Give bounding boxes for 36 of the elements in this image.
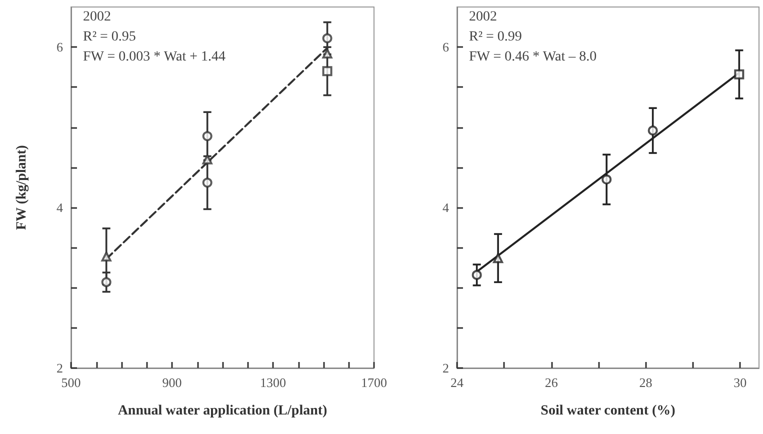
point bbox=[101, 277, 112, 288]
annotation: 2002 bbox=[83, 10, 111, 24]
point bbox=[322, 48, 332, 59]
x-tick-label: 1700 bbox=[361, 375, 387, 390]
y-tick-label: 4 bbox=[442, 200, 450, 216]
y-tick-label: 4 bbox=[56, 200, 64, 216]
x-tick-label: 500 bbox=[61, 375, 81, 390]
y-tick-label: 6 bbox=[56, 40, 64, 55]
x-tick-label: 24 bbox=[450, 375, 464, 390]
x-tick-label: 26 bbox=[544, 375, 558, 390]
point bbox=[202, 131, 212, 142]
point bbox=[101, 251, 112, 262]
annotation: FW = 0.46 * Wat – 8.0 bbox=[469, 50, 597, 64]
y-tick-label: 6 bbox=[442, 40, 450, 55]
y-tick-label: 2 bbox=[56, 360, 63, 376]
x-tick-label: 1300 bbox=[260, 375, 286, 390]
x-tick-label: 28 bbox=[639, 375, 652, 390]
point bbox=[648, 126, 658, 136]
point bbox=[322, 66, 332, 76]
annotation: FW = 0.003 * Wat + 1.44 bbox=[83, 50, 226, 64]
x-tick-label: 900 bbox=[162, 375, 182, 390]
point bbox=[472, 270, 482, 280]
point bbox=[602, 174, 612, 184]
annotation: 2002 bbox=[469, 10, 497, 24]
annotation: R² = 0.99 bbox=[469, 30, 522, 44]
point bbox=[202, 178, 212, 188]
point bbox=[322, 33, 332, 44]
y-tick-label: 2 bbox=[442, 360, 449, 376]
point bbox=[202, 154, 212, 164]
point bbox=[493, 253, 504, 264]
point bbox=[734, 69, 744, 80]
annotation: R² = 0.95 bbox=[83, 30, 136, 44]
x-axis-title: Annual water application (L/plant) bbox=[118, 404, 328, 418]
x-axis-title: Soil water content (%) bbox=[540, 404, 676, 418]
x-tick-label: 30 bbox=[734, 375, 747, 390]
y-axis-title: FW (kg/plant) bbox=[14, 144, 30, 230]
